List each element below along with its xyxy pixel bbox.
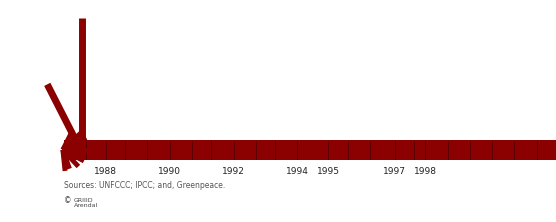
Text: 1995: 1995 <box>316 166 340 176</box>
Text: GRIIID
Arendal: GRIIID Arendal <box>74 198 98 208</box>
Text: 1998: 1998 <box>414 166 437 176</box>
Text: 1997: 1997 <box>383 166 406 176</box>
Text: 1994: 1994 <box>286 166 309 176</box>
Text: 1990: 1990 <box>158 166 181 176</box>
Text: Sources: UNFCCC; IPCC; and, Greenpeace.: Sources: UNFCCC; IPCC; and, Greenpeace. <box>64 181 225 190</box>
Text: 1988: 1988 <box>94 166 117 176</box>
Text: 1992: 1992 <box>222 166 245 176</box>
Text: ©: © <box>64 196 71 206</box>
Bar <box>64 140 556 160</box>
